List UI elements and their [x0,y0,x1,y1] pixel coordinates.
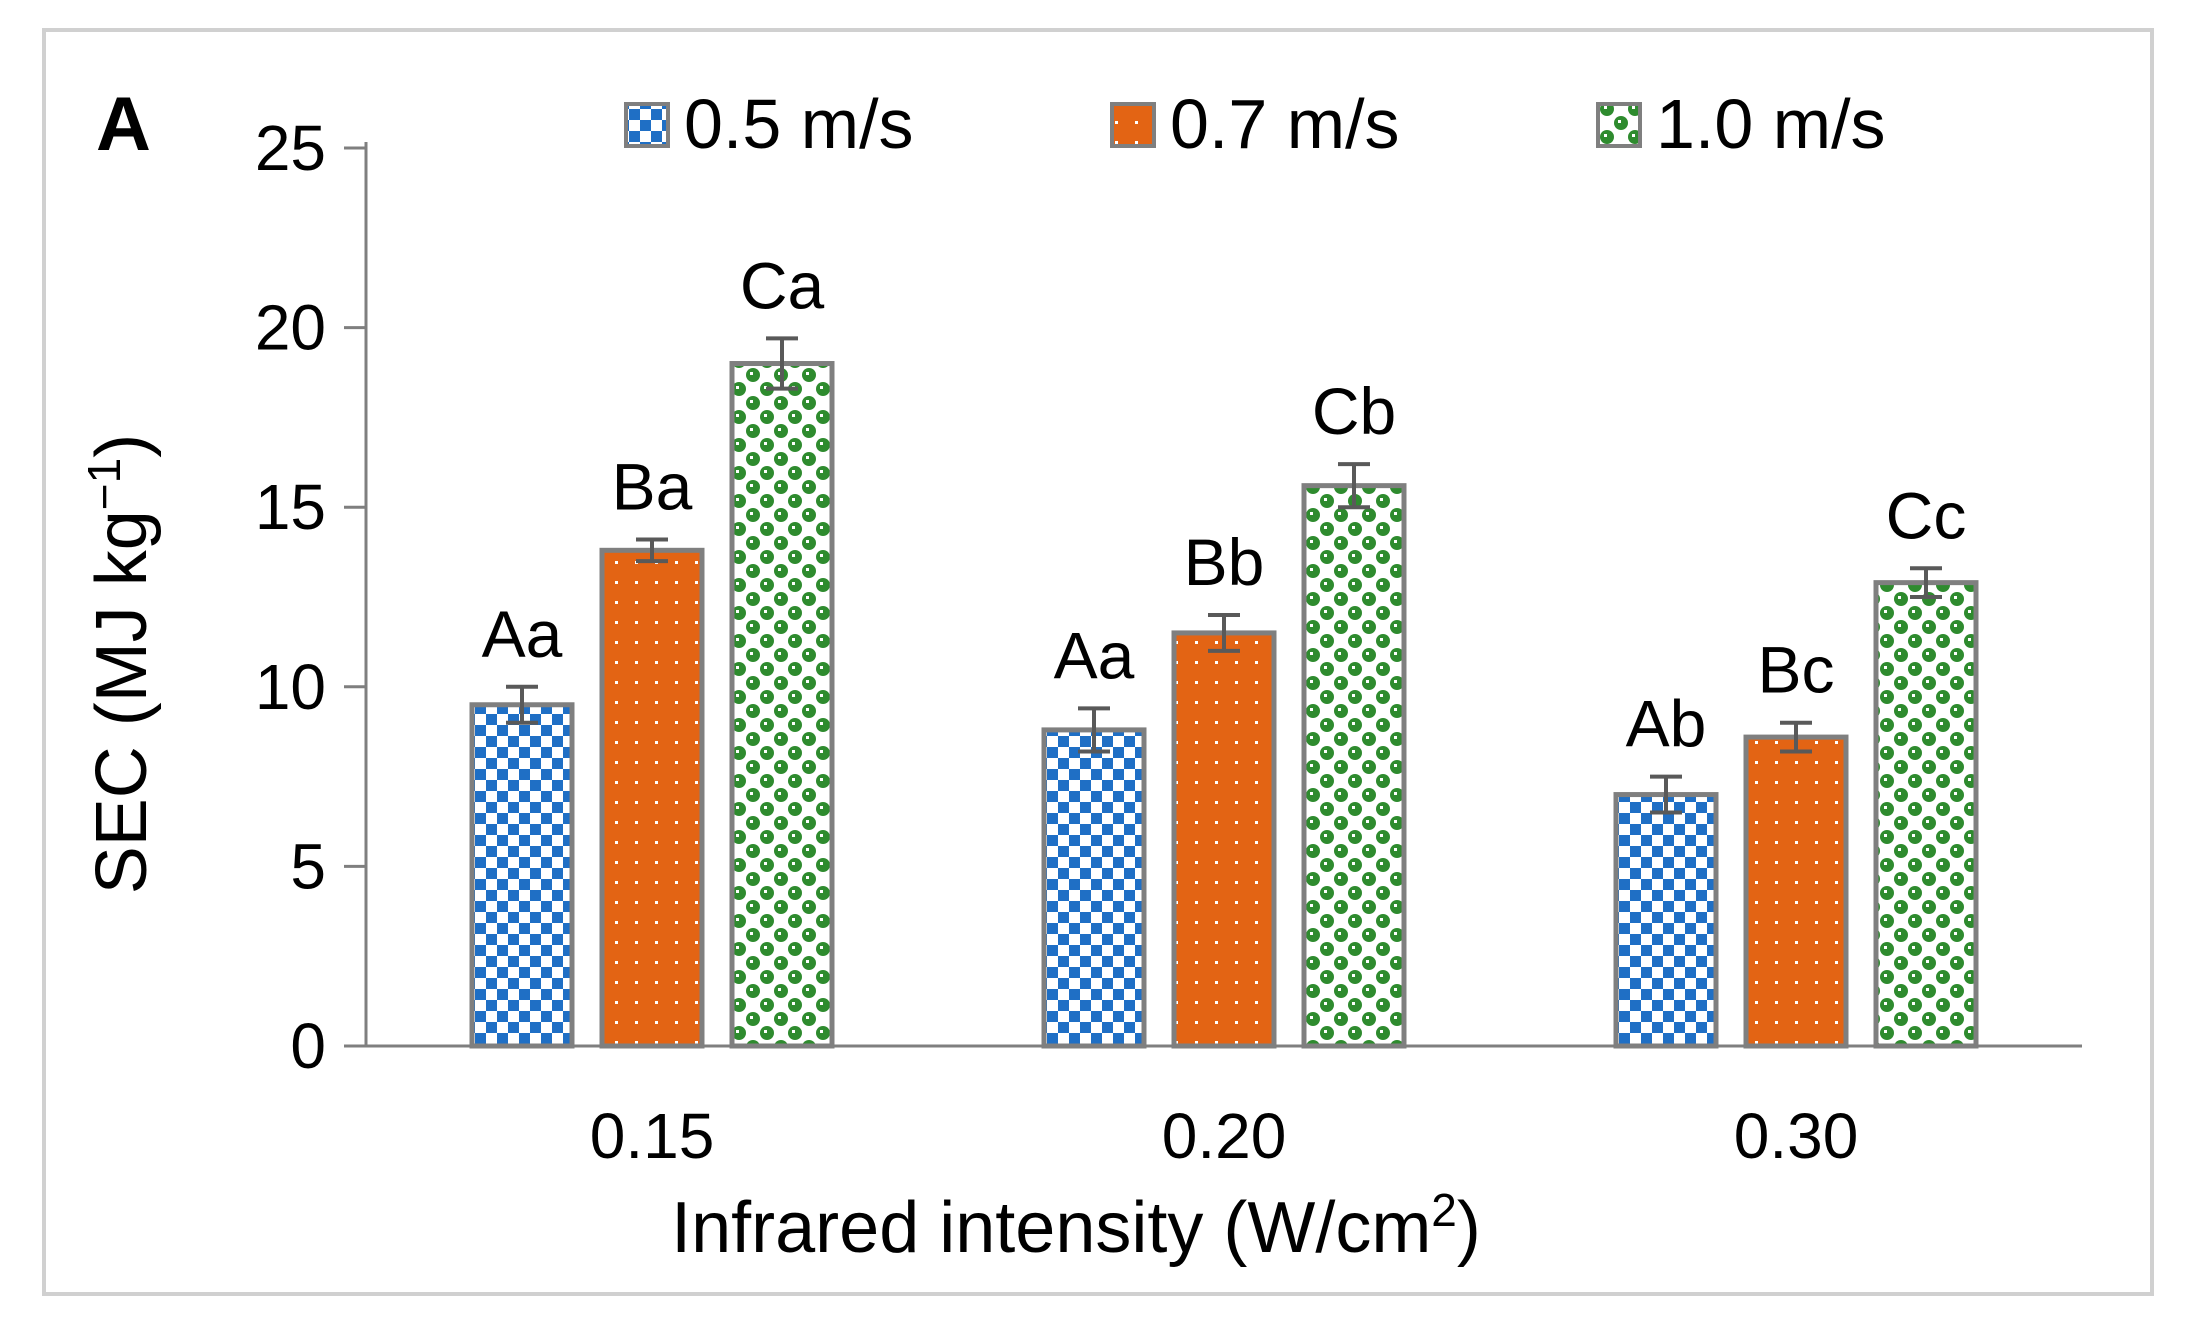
x-axis-title: Infrared intensity (W/cm2) [671,1184,1481,1268]
legend-label: 0.5 m/s [684,85,914,163]
bar [1301,483,1407,1049]
y-axis-title-main: SEC (MJ kg [82,510,162,894]
legend-label: 0.7 m/s [1170,85,1400,163]
chart-frame: A 0.5 m/s 0.7 m/s 1.0 m/s 0 5 10 15 20 25 0.15 0… [42,28,2154,1296]
bar-significance-label: Ab [1626,687,1707,761]
x-axis-title-main: Infrared intensity (W/cm [671,1188,1431,1268]
panel-label: A [96,82,151,167]
x-axis-title-sup: 2 [1431,1184,1457,1236]
bar [729,361,835,1049]
x-tick-label: 0.30 [1734,1100,1859,1172]
y-tick-label: 15 [255,471,326,543]
bar-labels-group: Aa Ba Ca Aa Bb Cb Ab Bc Cc [482,248,1967,760]
bar-significance-label: Aa [482,597,563,671]
x-tick-label: 0.20 [1162,1100,1287,1172]
bar-significance-label: Bc [1757,633,1834,707]
y-tick-label: 20 [255,292,326,364]
bars-group [469,361,1979,1049]
bar [1613,792,1719,1049]
y-tick-label: 0 [290,1010,326,1082]
bar [1171,630,1277,1049]
x-tick-label: 0.15 [590,1100,715,1172]
y-axis-title-end: ) [82,434,162,458]
legend-swatch [1110,102,1156,148]
bar-significance-label: Bb [1184,525,1265,599]
legend-swatch [624,102,670,148]
bar [1743,734,1849,1049]
bar [469,702,575,1049]
y-tick-label: 5 [290,830,326,902]
y-axis-title: SEC (MJ kg−1) [78,434,162,894]
legend-swatch [1596,102,1642,148]
legend-label: 1.0 m/s [1656,85,1886,163]
bar-significance-label: Ca [740,248,825,322]
bar-significance-label: Cc [1886,478,1967,552]
bar [599,547,705,1049]
y-tick-label: 25 [255,112,326,184]
error-bars-group [506,336,1942,815]
x-axis: 0.15 0.20 0.30 [366,1044,2082,1172]
bar [1041,727,1147,1049]
y-axis-title-sup: −1 [78,458,130,510]
bar-significance-label: Aa [1054,618,1135,692]
bar [1873,580,1979,1049]
x-axis-title-end: ) [1457,1188,1481,1268]
bar-significance-label: Cb [1312,374,1396,448]
legend: 0.5 m/s 0.7 m/s 1.0 m/s [624,85,1886,163]
y-axis: 0 5 10 15 20 25 [255,112,368,1082]
bar-significance-label: Ba [612,450,693,524]
y-tick-label: 10 [255,651,326,723]
